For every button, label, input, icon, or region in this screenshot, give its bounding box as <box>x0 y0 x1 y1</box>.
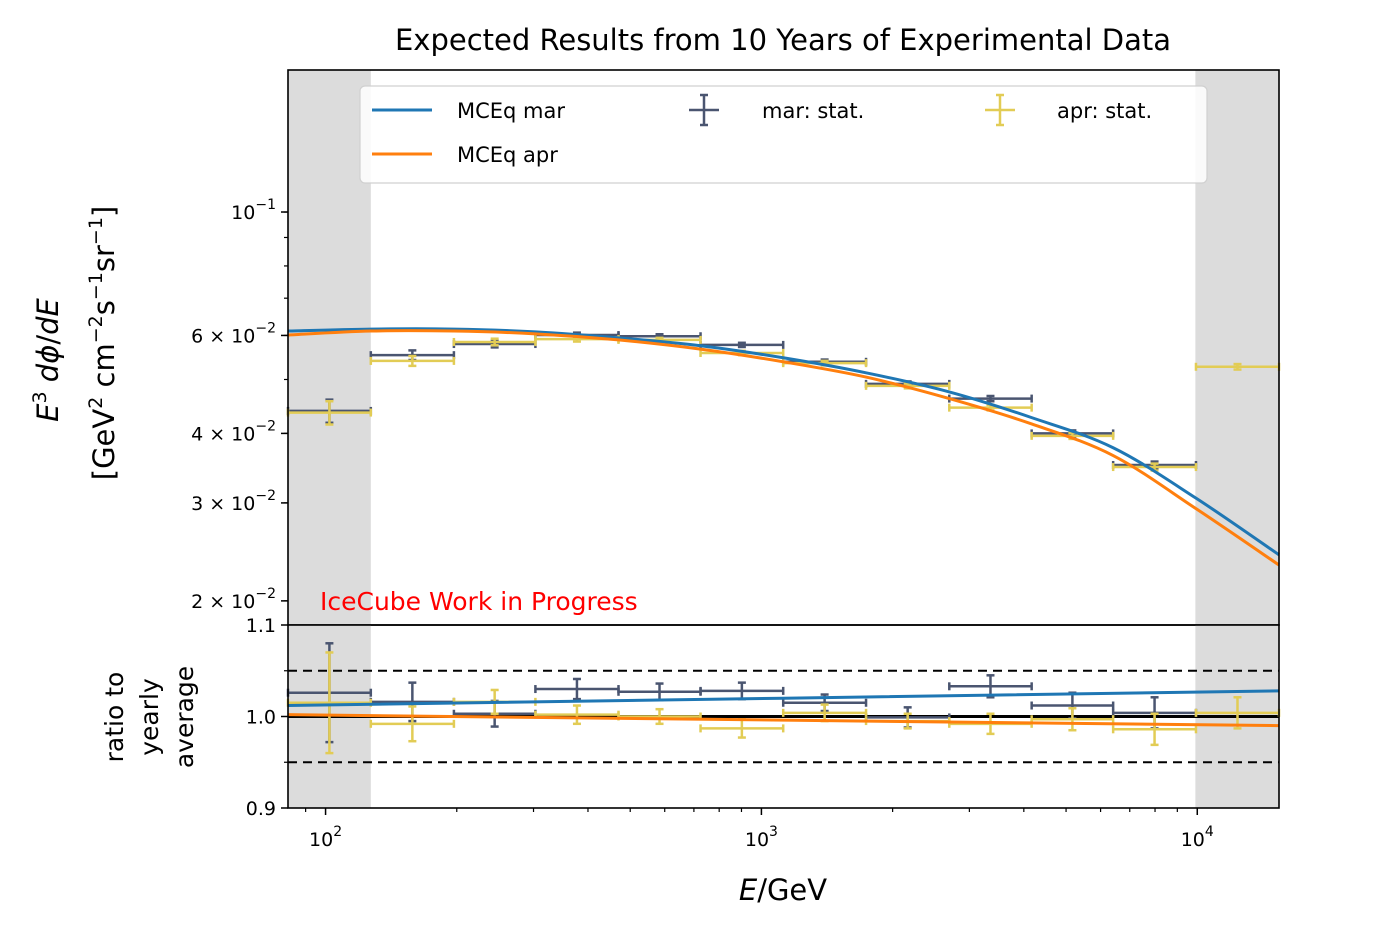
shaded-region-1 <box>288 70 371 625</box>
curve-mceq-mar <box>287 689 1280 708</box>
legend-label-mceq-apr: MCEq apr <box>457 143 558 167</box>
errorbar-apr-stat-bin-11 <box>1111 462 1198 472</box>
legend-swatch-mar-stat <box>689 93 719 127</box>
svg-text:E3 dϕ/dE: E3 dϕ/dE <box>29 297 65 421</box>
errorbar-apr-stat-bin-5 <box>617 707 702 726</box>
y-tick-label-3: 4 × 10−2 <box>191 418 276 445</box>
errorbar-mar-stat-bin-6 <box>699 681 785 701</box>
errorbar-apr-stat-bin-11 <box>1111 712 1198 747</box>
legend-label-mceq-mar: MCEq mar <box>457 99 565 123</box>
y-tick-label-2: 6 × 10−2 <box>191 320 276 347</box>
x-tick-label-2: 103 <box>745 824 778 851</box>
errorbar-apr-stat-bin-2 <box>369 354 456 368</box>
main-y-axis-label: E3 dϕ/dE [GeV2 cm−2s−1sr−1] <box>29 206 121 481</box>
x-tick-label-3: 104 <box>1181 824 1214 851</box>
curve-mceq-mar <box>287 327 1280 557</box>
errorbar-apr-stat-bin-6 <box>699 717 785 739</box>
ratio-y-tick-label-3: 1.1 <box>246 615 276 637</box>
ratio-y-label-line-1: ratio to <box>100 672 129 763</box>
y-tick-label-1: 10−1 <box>231 197 276 224</box>
x-tick-label-1: 102 <box>309 824 342 851</box>
errorbar-mar-stat-bin-5 <box>617 682 702 702</box>
errorbar-apr-stat-bin-12 <box>1194 696 1281 730</box>
errorbar-apr-stat-bin-10 <box>1030 707 1115 732</box>
ratio-y-label-line-2: yearly <box>135 678 164 756</box>
errorbar-apr-stat-bin-3 <box>452 337 537 347</box>
watermark-annotation: IceCube Work in Progress <box>320 587 638 616</box>
ratio-y-tick-label-2: 1.0 <box>246 707 276 729</box>
errorbar-mar-stat-bin-4 <box>534 677 620 701</box>
ratio-model-curves <box>287 689 1280 728</box>
errorbar-apr-stat-bin-4 <box>534 704 620 726</box>
errorbar-apr-stat-bin-2 <box>369 705 456 743</box>
main-y-ticks: 10−1 6 × 10−2 4 × 10−2 3 × 10−2 2 × 10−2 <box>191 197 288 613</box>
svg-text:[GeV2 cm−2s−1sr−1]: [GeV2 cm−2s−1sr−1] <box>85 206 121 481</box>
ratio-y-tick-label-1: 0.9 <box>246 798 276 820</box>
chart-title: Expected Results from 10 Years of Experi… <box>395 23 1171 57</box>
ratio-y-axis-label: ratio to yearly average <box>100 666 199 768</box>
errorbar-mar-stat-bin-6 <box>699 340 785 349</box>
curve-mceq-apr <box>287 329 1280 567</box>
shaded-region-2 <box>1195 70 1279 625</box>
main-shaded-regions <box>288 70 1279 625</box>
main-data-points <box>286 331 1281 472</box>
legend: MCEq mar MCEq apr mar: stat. apr: stat. <box>359 85 1208 184</box>
ratio-y-label-line-3: average <box>170 666 199 768</box>
legend-label-mar-stat: mar: stat. <box>762 99 864 123</box>
x-axis-label: E/GeV <box>739 873 827 907</box>
legend-swatch-apr-stat <box>985 93 1015 127</box>
errorbar-apr-stat-bin-7 <box>781 703 868 723</box>
x-ticks: 102 103 104 <box>305 808 1214 851</box>
errorbar-mar-stat-bin-9 <box>948 394 1033 403</box>
curve-mceq-apr <box>287 713 1280 728</box>
svg-text:E/GeV: E/GeV <box>739 873 827 907</box>
ratio-y-ticks: 0.9 1.0 1.1 <box>246 615 288 820</box>
y-tick-label-4: 3 × 10−2 <box>191 488 276 515</box>
legend-label-apr-stat: apr: stat. <box>1057 99 1152 123</box>
y-tick-label-5: 2 × 10−2 <box>191 586 276 613</box>
errorbar-mar-stat-bin-9 <box>948 674 1033 699</box>
main-model-curves <box>287 327 1280 567</box>
